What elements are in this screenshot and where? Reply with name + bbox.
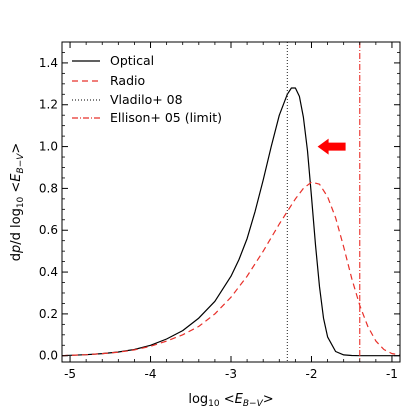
legend: Optical Radio Vladilo+ 08 Ellison+ 05 (l… <box>72 53 222 125</box>
series-line-radio <box>61 181 401 357</box>
x-tick-label: -2 <box>305 367 317 381</box>
y-axis: 0.0 0.2 0.4 0.6 0.8 1.0 1.2 1.4 <box>39 52 400 363</box>
arrow-left-icon <box>317 138 346 155</box>
reference-lines <box>286 42 361 362</box>
x-axis-label: log10 <EB−V> <box>188 392 273 409</box>
legend-label-radio: Radio <box>110 73 145 88</box>
y-tick-label: 1.0 <box>39 140 58 154</box>
legend-label-optical: Optical <box>110 53 154 68</box>
x-tick-label: -5 <box>64 367 76 381</box>
annotation-layer <box>317 138 346 155</box>
y-tick-label: 0.0 <box>39 349 58 363</box>
y-tick-label: 1.4 <box>39 56 58 70</box>
y-tick-label: 0.4 <box>39 265 58 279</box>
y-tick-label: 0.6 <box>39 223 58 237</box>
plot-area <box>62 42 400 362</box>
series-layer <box>61 87 401 357</box>
legend-label-vladilo: Vladilo+ 08 <box>110 92 183 107</box>
x-axis: -5 -4 -3 -2 -1 <box>64 42 398 381</box>
y-tick-label: 0.2 <box>39 307 58 321</box>
series-line-optical <box>61 87 400 357</box>
legend-label-ellison: Ellison+ 05 (limit) <box>110 110 222 125</box>
x-tick-label: -1 <box>386 367 398 381</box>
x-tick-label: -4 <box>145 367 157 381</box>
y-tick-label: 1.2 <box>39 98 58 112</box>
x-tick-label: -3 <box>225 367 237 381</box>
y-tick-label: 0.8 <box>39 181 58 195</box>
y-axis-label: dp/d log10 <EB−V> <box>9 143 26 262</box>
